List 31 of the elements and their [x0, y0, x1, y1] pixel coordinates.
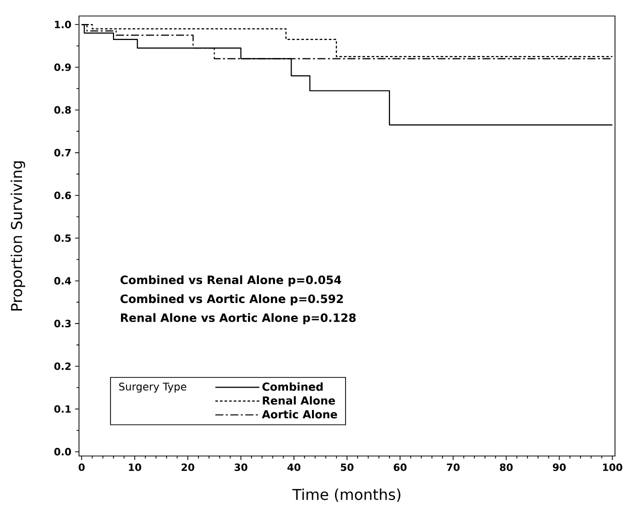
legend-label: Combined — [262, 382, 323, 391]
legend-title: Surgery Type — [119, 382, 186, 393]
x-tick-label: 0 — [78, 463, 85, 472]
y-tick-label: 0.5 — [54, 234, 71, 242]
x-tick-label: 30 — [234, 463, 248, 472]
x-axis-title: Time (months) — [292, 488, 400, 502]
x-tick-label: 90 — [552, 463, 566, 472]
x-tick-label: 20 — [182, 463, 194, 472]
y-tick-label: 0.6 — [54, 192, 71, 200]
y-tick-label: 0.2 — [54, 362, 71, 370]
annotation: Combined vs Renal Alone p=0.054 — [120, 275, 342, 286]
annotation: Renal Alone vs Aortic Alone p=0.128 — [120, 313, 356, 324]
x-tick-label: 100 — [603, 463, 622, 472]
x-tick-label: 50 — [340, 463, 354, 472]
annotation: Combined vs Aortic Alone p=0.592 — [120, 294, 343, 306]
y-tick-label: 1.0 — [54, 20, 72, 28]
x-tick-label: 70 — [446, 463, 460, 472]
legend-label: Renal Alone — [262, 396, 335, 405]
y-tick-label: 0.4 — [54, 277, 72, 285]
x-tick-label: 60 — [394, 463, 407, 472]
x-tick-label: 10 — [128, 463, 142, 472]
y-tick-label: 0.1 — [54, 405, 71, 413]
legend-label: Aortic Alone — [262, 410, 338, 418]
y-tick-label: 0.9 — [54, 63, 71, 72]
y-tick-label: 0.0 — [54, 448, 72, 456]
y-tick-label: 0.8 — [54, 106, 71, 114]
x-tick-label: 40 — [287, 463, 300, 472]
y-axis-title: Proportion Surviving — [10, 161, 26, 310]
y-tick-label: 0.3 — [54, 320, 71, 328]
y-tick-label: 0.7 — [54, 148, 71, 156]
x-tick-label: 80 — [500, 463, 513, 472]
